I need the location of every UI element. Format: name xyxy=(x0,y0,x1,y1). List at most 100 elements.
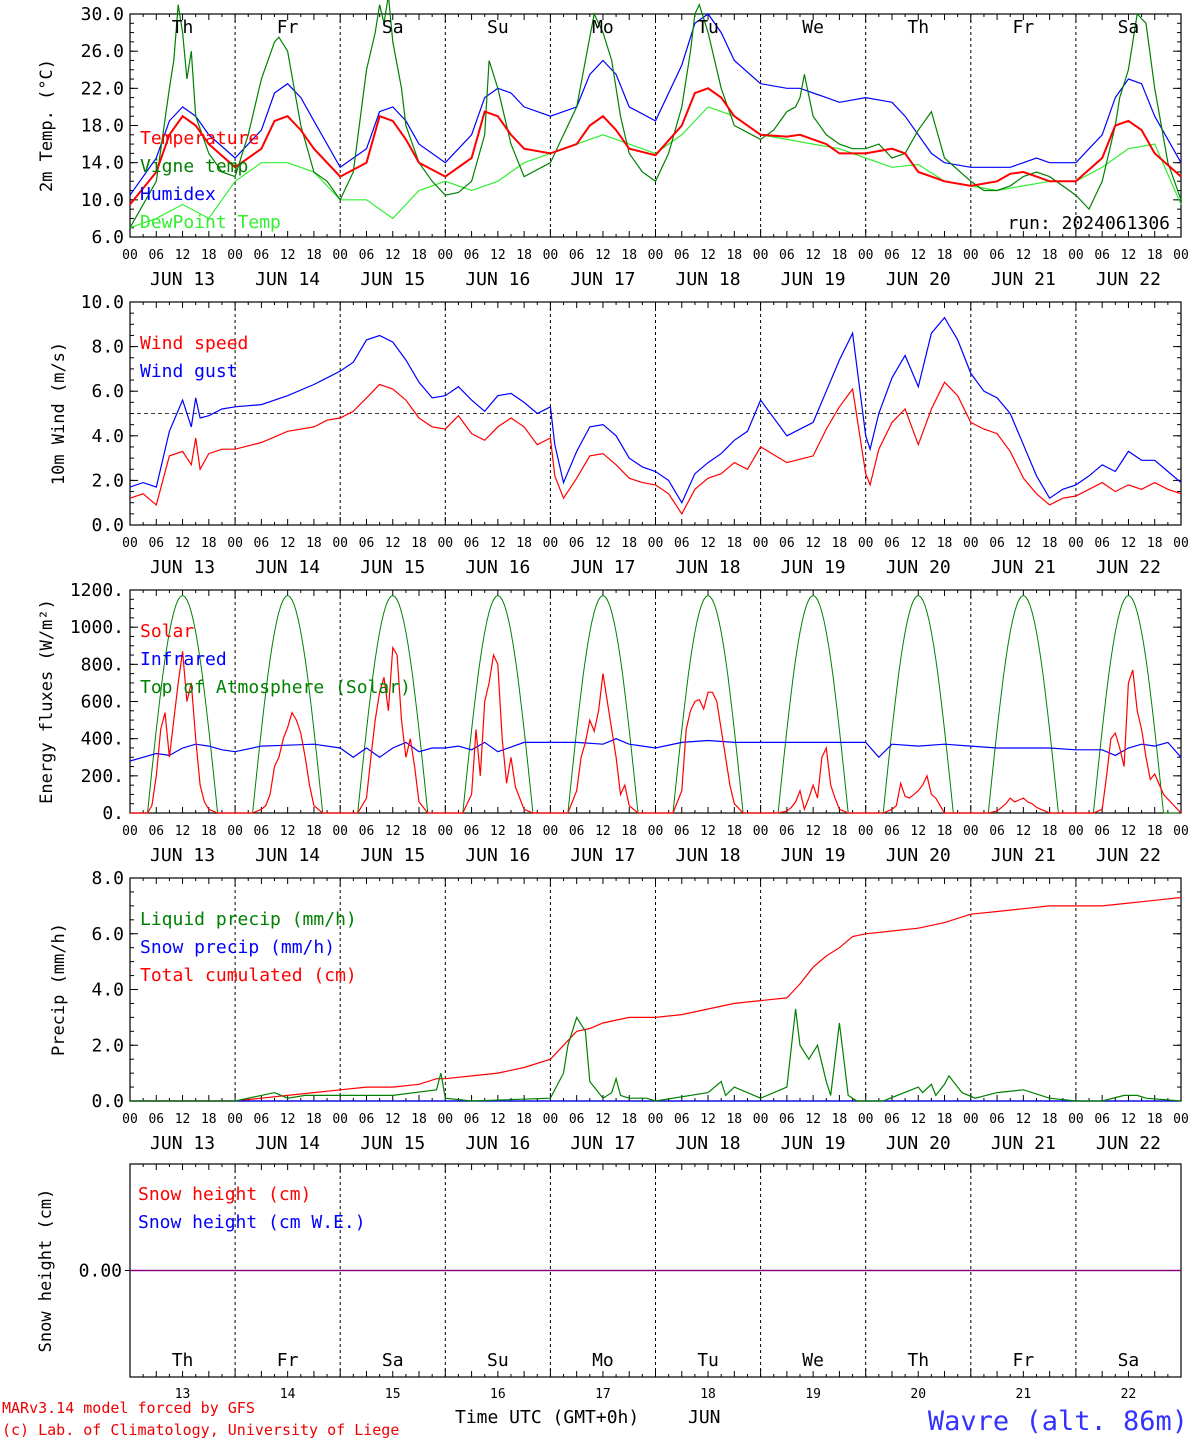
legend-entry: Wind gust xyxy=(140,361,238,382)
day-number-label: 18 xyxy=(700,1387,716,1402)
date-label: JUN 14 xyxy=(255,845,320,866)
hour-tick-label: 00 xyxy=(437,824,453,839)
hour-tick-label: 18 xyxy=(516,248,532,263)
day-number-label: 17 xyxy=(595,1387,611,1402)
hour-tick-label: 06 xyxy=(464,824,480,839)
y-tick-label: 0.0 xyxy=(91,515,124,536)
hour-tick-label: 00 xyxy=(227,1112,243,1127)
hour-tick-label: 06 xyxy=(779,248,795,263)
hour-tick-label: 18 xyxy=(621,1112,637,1127)
legend-entry: Infrared xyxy=(140,649,227,670)
hour-tick-label: 00 xyxy=(963,824,979,839)
hour-tick-label: 18 xyxy=(1042,824,1058,839)
hour-tick-label: 00 xyxy=(648,536,664,551)
snow-panel: 0.00 Snow height (cm) Snow height (cm) Snow… xyxy=(36,1163,1182,1402)
date-label: JUN 21 xyxy=(991,557,1056,578)
weekday-label: Fr xyxy=(1013,17,1035,38)
legend-entry: Liquid precip (mm/h) xyxy=(140,909,357,930)
hour-tick-label: 18 xyxy=(1147,824,1163,839)
run-annotation: run: 2024061306 xyxy=(1007,213,1170,234)
date-label: JUN 15 xyxy=(360,557,425,578)
series-line-infrared xyxy=(129,738,1182,762)
hour-tick-label: 06 xyxy=(989,1112,1005,1127)
time-axis-month: JUN xyxy=(688,1407,721,1428)
hour-tick-label: 06 xyxy=(359,1112,375,1127)
hour-tick-label: 12 xyxy=(595,536,611,551)
day-number-label: 22 xyxy=(1121,1387,1137,1402)
hour-tick-label: 18 xyxy=(937,248,953,263)
hour-tick-label: 18 xyxy=(1147,536,1163,551)
hour-tick-label: 00 xyxy=(437,1112,453,1127)
date-label: JUN 18 xyxy=(676,845,741,866)
y-tick-label: 400. xyxy=(81,729,124,750)
hour-tick-label: 12 xyxy=(805,824,821,839)
date-label: JUN 20 xyxy=(886,1133,951,1154)
legend-entry: Snow height (cm) xyxy=(138,1184,311,1205)
series-line-liquid-precip-mm-h- xyxy=(130,1008,1182,1102)
hour-tick-label: 06 xyxy=(359,536,375,551)
y-tick-label: 0. xyxy=(102,803,124,824)
weekday-label: Fr xyxy=(1013,1350,1035,1371)
y-tick-label: 10.0 xyxy=(81,292,124,313)
hour-tick-label: 06 xyxy=(359,824,375,839)
hour-tick-label: 00 xyxy=(753,824,769,839)
hour-tick-label: 06 xyxy=(359,248,375,263)
date-label: JUN 16 xyxy=(465,845,530,866)
hour-tick-label: 18 xyxy=(726,536,742,551)
hour-tick-label: 00 xyxy=(648,824,664,839)
legend-entry: Total cumulated (cm) xyxy=(140,965,357,986)
y-tick-label: 200. xyxy=(81,766,124,787)
legend-entry: Wind speed xyxy=(140,333,248,354)
precip-y-axis-label: Precip (mm/h) xyxy=(49,923,69,1056)
hour-tick-label: 12 xyxy=(700,536,716,551)
hour-tick-label: 12 xyxy=(595,248,611,263)
day-number-label: 16 xyxy=(490,1387,506,1402)
hour-tick-label: 12 xyxy=(1016,1112,1032,1127)
y-tick-label: 8.0 xyxy=(91,868,124,889)
legend-entry: Top of Atmosphere (Solar) xyxy=(140,677,411,698)
date-label: JUN 22 xyxy=(1096,845,1161,866)
hour-tick-label: 18 xyxy=(726,1112,742,1127)
hour-tick-label: 00 xyxy=(858,248,874,263)
weekday-label: Tu xyxy=(697,17,719,38)
hour-tick-label: 12 xyxy=(1016,248,1032,263)
hour-tick-label: 12 xyxy=(1121,536,1137,551)
weekday-label: Fr xyxy=(277,17,299,38)
hour-tick-label: 12 xyxy=(805,248,821,263)
hour-tick-label: 18 xyxy=(201,536,217,551)
y-tick-label: 6.0 xyxy=(91,381,124,402)
date-label: JUN 15 xyxy=(360,845,425,866)
hour-tick-label: 06 xyxy=(254,536,270,551)
y-tick-label: 800. xyxy=(81,654,124,675)
hour-tick-label: 18 xyxy=(832,824,848,839)
date-label: JUN 18 xyxy=(676,1133,741,1154)
weekday-label: Th xyxy=(172,1350,194,1371)
hour-tick-label: 00 xyxy=(227,536,243,551)
series-line-wind-gust xyxy=(129,316,1182,504)
hour-tick-label: 00 xyxy=(648,248,664,263)
date-label: JUN 20 xyxy=(886,845,951,866)
wind-y-axis-label: 10m Wind (m/s) xyxy=(49,342,69,485)
hour-tick-label: 06 xyxy=(989,248,1005,263)
hour-tick-label: 18 xyxy=(201,248,217,263)
day-number-label: 19 xyxy=(805,1387,821,1402)
hour-tick-label: 18 xyxy=(832,536,848,551)
hour-tick-label: 06 xyxy=(148,1112,164,1127)
hour-tick-label: 12 xyxy=(385,248,401,263)
hour-tick-label: 18 xyxy=(306,824,322,839)
hour-tick-label: 00 xyxy=(332,536,348,551)
hour-tick-label: 18 xyxy=(411,248,427,263)
hour-tick-label: 06 xyxy=(254,824,270,839)
hour-tick-label: 06 xyxy=(569,536,585,551)
date-label: JUN 21 xyxy=(991,269,1056,290)
credit-line-2: (c) Lab. of Climatology, University of L… xyxy=(2,1421,399,1439)
y-tick-label: 14.0 xyxy=(81,153,124,174)
footer: MARv3.14 model forced by GFS (c) Lab. of… xyxy=(2,1399,1188,1439)
hour-tick-label: 06 xyxy=(254,1112,270,1127)
hour-tick-label: 00 xyxy=(858,1112,874,1127)
date-label: JUN 20 xyxy=(886,557,951,578)
hour-tick-label: 12 xyxy=(910,824,926,839)
hour-tick-label: 00 xyxy=(543,1112,559,1127)
legend-entry: Humidex xyxy=(140,184,216,205)
date-label: JUN 17 xyxy=(570,845,635,866)
